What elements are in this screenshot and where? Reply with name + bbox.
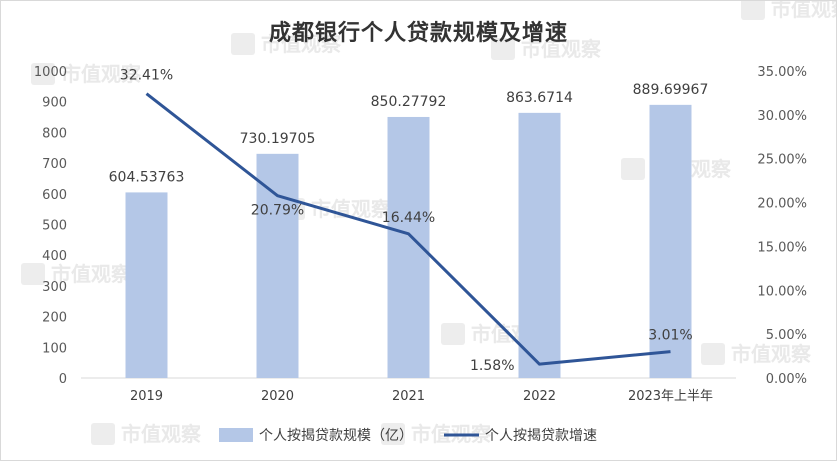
bar — [125, 192, 168, 378]
watermark-logo-icon — [441, 323, 465, 345]
watermark-text: 市值观察 — [61, 62, 142, 86]
y-left-tick-label: 0 — [59, 372, 67, 387]
y-axis-left: 0 100 200 300 400 500 600 700 800 900 1000 — [34, 65, 67, 387]
watermark: 市值观察 — [91, 422, 202, 446]
y-left-tick-label: 800 — [42, 126, 67, 141]
y-left-tick-label: 100 — [42, 341, 67, 356]
bar — [256, 153, 299, 378]
bar-data-label: 889.69967 — [633, 82, 709, 98]
y-right-tick-label: 10.00% — [757, 284, 807, 299]
y-left-tick-label: 400 — [42, 249, 67, 264]
watermark: 市值观察 — [231, 32, 342, 56]
line-data-label: 20.79% — [251, 203, 304, 219]
watermark: 市值观察 — [31, 62, 142, 86]
bar-data-label: 730.19705 — [240, 131, 316, 147]
legend-bar-label: 个人按揭贷款规模（亿） — [259, 428, 413, 444]
y-left-tick-label: 200 — [42, 311, 67, 326]
watermark-text: 市值观察 — [51, 262, 132, 286]
line-data-label: 3.01% — [648, 328, 692, 344]
watermark-logo-icon — [91, 423, 115, 445]
bar-data-label: 850.27792 — [371, 94, 447, 110]
legend-bar-swatch — [219, 428, 253, 442]
watermark: 市值观察 — [701, 342, 812, 366]
bar-data-labels: 604.53763 730.19705 850.27792 863.6714 889.6… — [109, 82, 709, 186]
y-left-tick-label: 300 — [42, 280, 67, 295]
x-tick-label: 2019 — [130, 389, 163, 404]
bar-data-label: 863.6714 — [506, 90, 573, 106]
bar-series — [125, 104, 692, 379]
y-left-tick-label: 900 — [42, 96, 67, 111]
line-data-label: 16.44% — [382, 210, 435, 226]
y-right-tick-label: 30.00% — [757, 109, 807, 124]
y-right-tick-label: 0.00% — [766, 372, 807, 387]
y-axis-right: 0.00% 5.00% 10.00% 15.00% 20.00% 25.00% 30.00%… — [757, 65, 807, 387]
chart-title: 成都银行个人贷款规模及增速 — [268, 21, 568, 46]
watermark-logo-icon — [21, 263, 45, 285]
watermark-text: 市值观察 — [771, 1, 836, 21]
bar — [649, 104, 692, 379]
y-left-tick-label: 500 — [42, 219, 67, 234]
watermark-text: 市值观察 — [521, 37, 602, 61]
line-data-labels: 32.41% 20.79% 16.44% 1.58% 3.01% — [120, 68, 693, 374]
y-left-tick-label: 600 — [42, 188, 67, 203]
watermark-logo-icon — [491, 38, 515, 60]
x-tick-label: 2022 — [523, 389, 556, 404]
watermark: 市值观察 — [21, 262, 132, 286]
bar-data-label: 604.53763 — [109, 169, 185, 185]
watermark-text: 市值观察 — [121, 422, 202, 446]
watermark-logo-icon — [231, 33, 255, 55]
y-left-tick-label: 1000 — [34, 65, 67, 80]
watermark-logo-icon — [31, 63, 55, 85]
x-tick-label: 2020 — [261, 389, 294, 404]
y-right-tick-label: 20.00% — [757, 197, 807, 212]
watermark-logo-icon — [741, 1, 765, 20]
y-right-tick-label: 15.00% — [757, 240, 807, 255]
y-left-tick-label: 700 — [42, 157, 67, 172]
legend-line-label: 个人按揭贷款增速 — [485, 428, 597, 444]
line-data-label: 32.41% — [120, 68, 173, 84]
watermark: 市值观察 — [741, 1, 836, 21]
legend: 个人按揭贷款规模（亿） 个人按揭贷款增速 — [219, 428, 597, 444]
growth-line — [145, 92, 671, 366]
x-tick-label: 2023年上半年 — [628, 389, 713, 404]
bar — [518, 112, 561, 379]
x-axis-labels: 2019 2020 2021 2022 2023年上半年 — [130, 389, 713, 404]
y-right-tick-label: 25.00% — [757, 153, 807, 168]
x-tick-label: 2021 — [392, 389, 425, 404]
watermark-logo-icon — [381, 423, 405, 445]
watermark-layer: 市值观察市值观察市值观察市值观察市值观察市值观察市值观察市值观察市值观察市值观察… — [21, 1, 836, 446]
line-data-label: 1.58% — [470, 358, 514, 374]
watermark: 市值观察 — [491, 37, 602, 61]
watermark-logo-icon — [701, 343, 725, 365]
watermark-logo-icon — [621, 158, 645, 180]
y-right-tick-label: 5.00% — [766, 328, 807, 343]
y-right-tick-label: 35.00% — [757, 65, 807, 80]
watermark-text: 市值观察 — [261, 32, 342, 56]
watermark-text: 市值观察 — [731, 342, 812, 366]
